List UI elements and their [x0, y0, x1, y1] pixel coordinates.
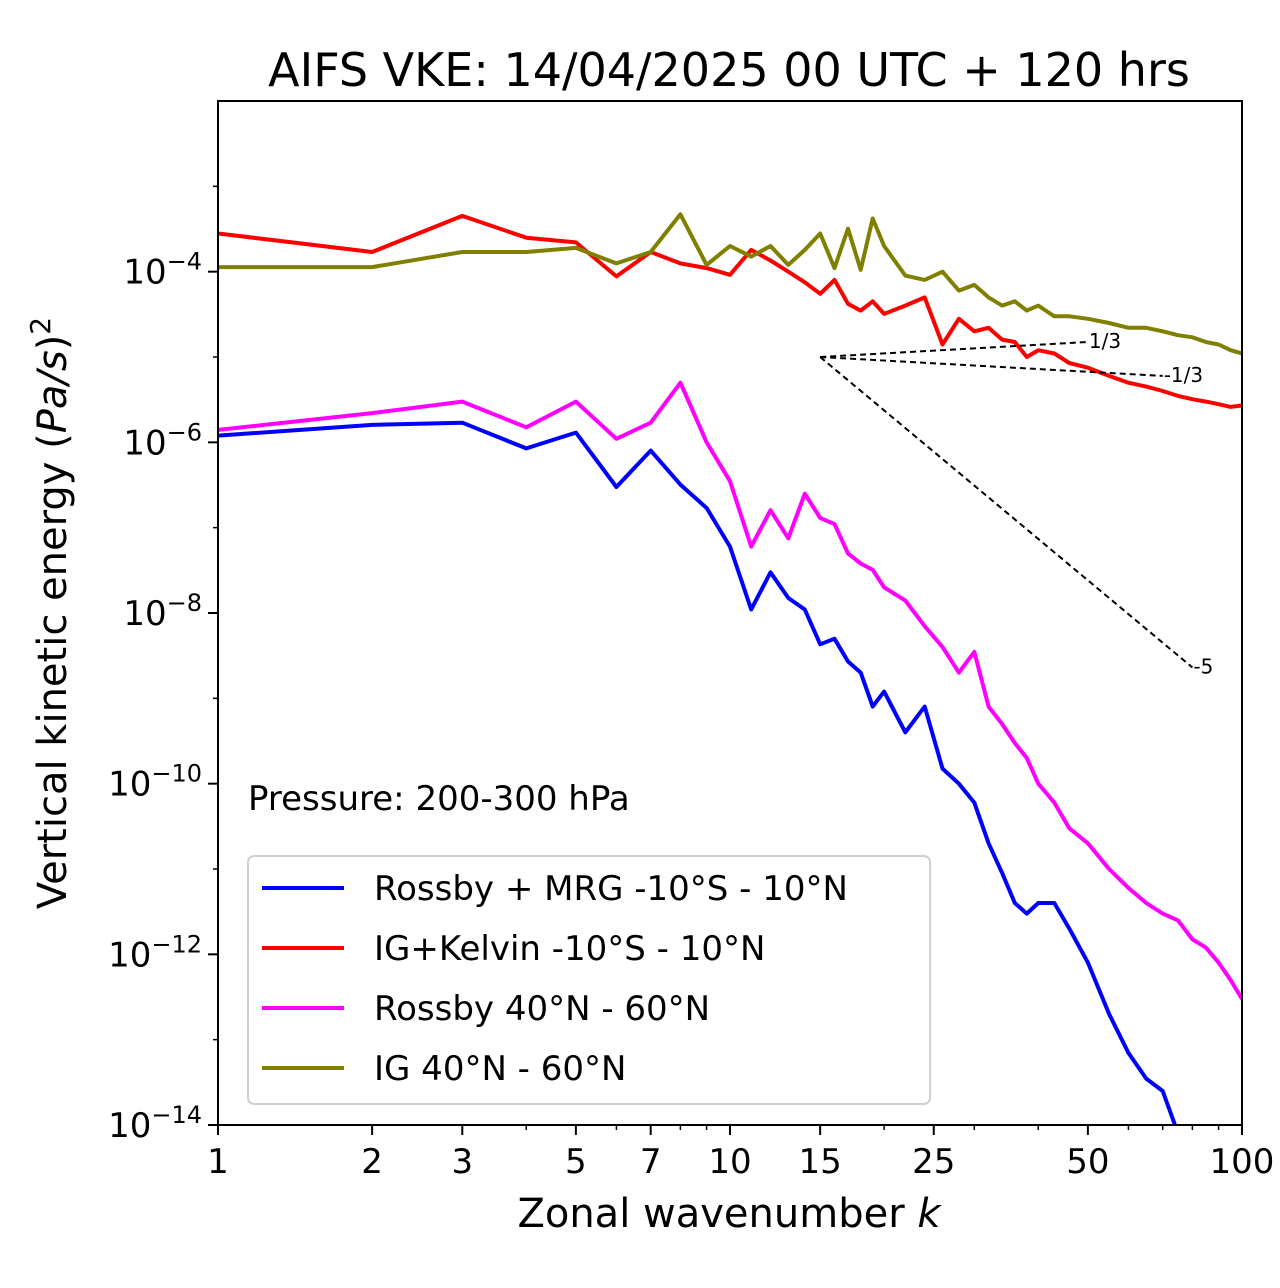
series-line-3 — [218, 212, 1242, 356]
chart-title: AIFS VKE: 14/04/2025 00 UTC + 120 hrs — [268, 43, 1190, 97]
x-tick-label-6: 15 — [799, 1142, 842, 1182]
y-tick-label-0: 10−4 — [123, 248, 202, 293]
reference-line-1 — [820, 356, 1163, 377]
legend-label-3: IG 40°N - 60°N — [374, 1049, 626, 1089]
y-tick-label-5: 10−14 — [108, 1101, 202, 1146]
x-axis: 1 2 3 5 7 10 15 25 50 100 — [207, 1125, 1274, 1182]
series-line-2 — [218, 380, 1242, 1001]
y-tick-label-1: 10−6 — [123, 418, 202, 463]
x-tick-label-5: 10 — [708, 1142, 751, 1182]
x-axis-label: Zonal wavenumber k — [517, 1191, 942, 1237]
x-tick-label-1: 2 — [361, 1142, 383, 1182]
x-tick-label-0: 1 — [207, 1142, 229, 1182]
y-tick-label-3: 10−10 — [108, 760, 202, 805]
reference-label-1: -1/3 — [1164, 363, 1203, 387]
reference-label-2: -5 — [1193, 654, 1213, 678]
y-tick-label-4: 10−12 — [108, 930, 202, 975]
legend-frame — [247, 855, 931, 1105]
series-line-1 — [218, 213, 1242, 409]
legend-label-2: Rossby 40°N - 60°N — [374, 989, 710, 1029]
reference-line-2 — [819, 356, 1194, 669]
x-tick-label-8: 50 — [1066, 1142, 1109, 1182]
x-tick-label-7: 25 — [912, 1142, 955, 1182]
reference-label-0: 1/3 — [1089, 329, 1121, 353]
reference-slopes: 1/3 -1/3 -5 — [819, 329, 1213, 678]
legend: Rossby + MRG -10°S - 10°N IG+Kelvin -10°S… — [247, 855, 931, 1105]
x-tick-label-3: 5 — [565, 1142, 587, 1182]
x-tick-label-9: 100 — [1210, 1142, 1275, 1182]
y-tick-label-2: 10−8 — [123, 589, 202, 634]
x-tick-label-4: 7 — [640, 1142, 662, 1182]
pressure-annotation: Pressure: 200-300 hPa — [248, 779, 630, 819]
reference-line-0 — [820, 340, 1088, 358]
series-layer — [218, 212, 1242, 1125]
series-line-0 — [218, 420, 1178, 1125]
legend-label-0: Rossby + MRG -10°S - 10°N — [374, 869, 848, 909]
x-tick-label-2: 3 — [451, 1142, 473, 1182]
legend-label-1: IG+Kelvin -10°S - 10°N — [374, 929, 765, 969]
y-axis-label: Vertical kinetic energy (Pa/s)2 — [24, 317, 77, 909]
y-axis: 10−4 10−6 10−8 10−10 10−12 10−14 — [108, 185, 218, 1146]
